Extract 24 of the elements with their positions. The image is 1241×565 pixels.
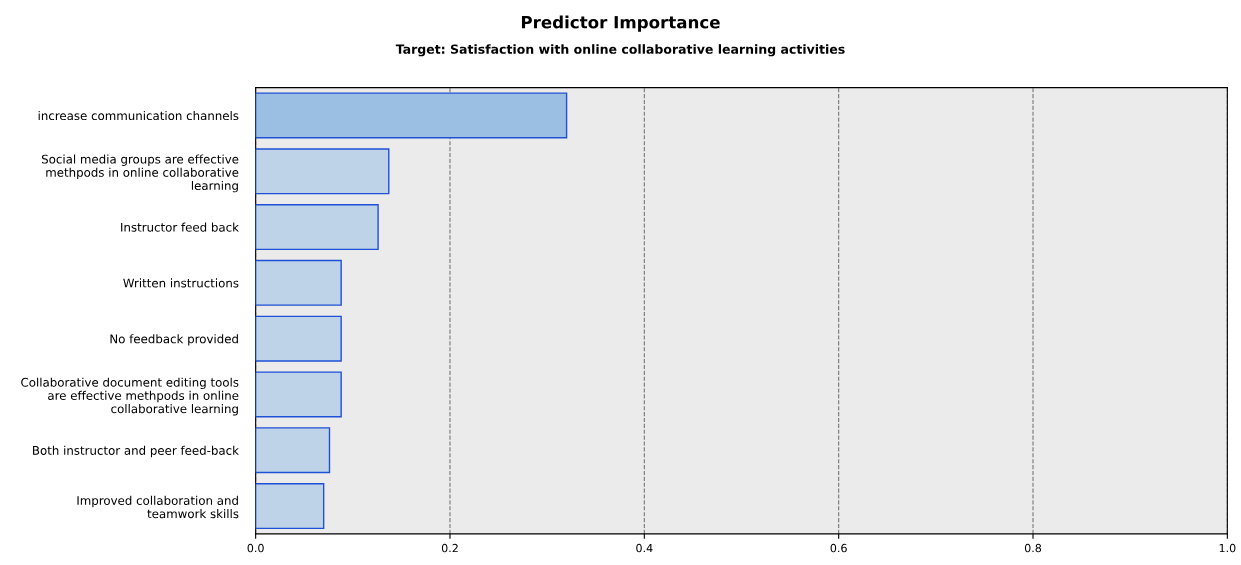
x-tick-label: 0.4 bbox=[636, 543, 653, 553]
bar bbox=[255, 92, 568, 139]
y-tick-label: Improved collaboration and teamwork skills bbox=[77, 495, 239, 519]
bar bbox=[255, 259, 342, 306]
y-tick-label: Collaborative document editing tools are effective methpods in online collaborative learning bbox=[21, 377, 239, 416]
y-tick-label: Written instructions bbox=[123, 278, 239, 288]
x-tick-label: 1.0 bbox=[1219, 543, 1236, 553]
bar bbox=[255, 204, 379, 251]
y-tick-label: Instructor feed back bbox=[121, 222, 239, 232]
chart-subtitle: Target: Satisfaction with online collaborative learning activities bbox=[395, 44, 845, 57]
y-tick-label: increase communication channels bbox=[38, 110, 239, 121]
y-tick-label: Social media groups are effective methpods in online collaborative learning bbox=[41, 154, 239, 193]
bar bbox=[255, 371, 342, 418]
bar bbox=[255, 483, 325, 530]
y-tick-label: No feedback provided bbox=[110, 334, 238, 346]
x-tick-label: 0.6 bbox=[830, 543, 847, 553]
chart-title: Predictor Importance bbox=[521, 15, 720, 32]
x-tick-label: 0.2 bbox=[441, 543, 458, 553]
bar bbox=[255, 315, 342, 362]
y-tick-label: Both instructor and peer feed-back bbox=[33, 445, 239, 458]
bar bbox=[255, 148, 390, 195]
x-tick-label: 0.8 bbox=[1024, 543, 1042, 553]
bar bbox=[255, 427, 331, 474]
x-tick-label: 0.0 bbox=[247, 543, 264, 553]
